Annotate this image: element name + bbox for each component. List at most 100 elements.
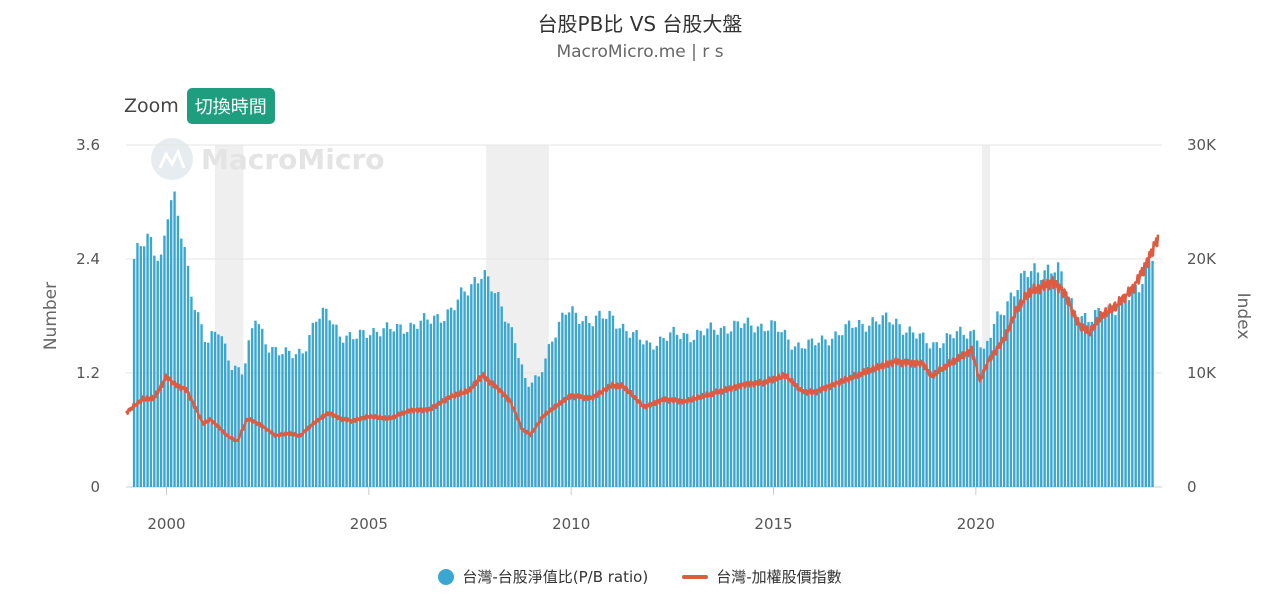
pb-ratio-bar [527, 386, 530, 487]
pb-ratio-bar [621, 323, 625, 487]
pb-ratio-bar [1114, 315, 1117, 487]
pb-ratio-bar [422, 313, 426, 487]
pb-ratio-bar [1104, 314, 1107, 487]
pb-ratio-bar [348, 332, 352, 487]
pb-ratio-bar [429, 323, 433, 487]
pb-ratio-bar [790, 349, 793, 487]
pb-ratio-bar [949, 334, 952, 487]
pb-ratio-bar [1013, 296, 1016, 487]
pb-ratio-bar [325, 308, 328, 487]
pb-ratio-bar [1097, 307, 1100, 487]
right-axis-tick: 10K [1187, 364, 1217, 382]
pb-ratio-bar [581, 321, 584, 487]
pb-ratio-bar [692, 339, 696, 487]
pb-ratio-bar [311, 322, 315, 487]
pb-ratio-bar [318, 318, 321, 487]
pb-ratio-bar [281, 354, 284, 487]
pb-ratio-bar [588, 323, 591, 487]
pb-ratio-bar [908, 326, 911, 487]
pb-ratio-bar [220, 336, 223, 487]
pb-ratio-bar [537, 376, 540, 487]
pb-ratio-bar [972, 329, 976, 487]
pb-ratio-bar [1019, 273, 1023, 487]
pb-ratio-bar [841, 335, 844, 487]
pb-ratio-bar [284, 347, 288, 487]
pb-ratio-bar [763, 331, 766, 487]
pb-ratio-bar [756, 326, 760, 487]
pb-ratio-bar [507, 323, 510, 487]
pb-ratio-bar [1023, 270, 1026, 487]
pb-ratio-bar [426, 319, 429, 487]
pb-ratio-bar [992, 323, 996, 487]
pb-ratio-bar [261, 328, 264, 487]
x-axis-tick: 2000 [147, 515, 185, 533]
pb-ratio-bar [689, 342, 692, 487]
pb-ratio-bar [143, 246, 146, 487]
index-line [124, 234, 1160, 443]
legend-item-index[interactable]: 台灣-加權股價指數 [682, 566, 842, 587]
pb-ratio-bar [901, 334, 905, 487]
pb-ratio-bar [820, 335, 824, 487]
pb-ratio-bar [810, 338, 814, 487]
pb-ratio-bar [702, 335, 706, 487]
pb-ratio-bar [267, 352, 271, 487]
pb-ratio-bar [294, 354, 298, 487]
pb-ratio-bar [419, 320, 422, 487]
pb-ratio-bar [375, 331, 379, 487]
pb-ratio-bar [955, 331, 959, 487]
pb-ratio-bar [864, 331, 868, 487]
pb-ratio-bar [837, 335, 841, 487]
pb-ratio-bar [962, 334, 965, 487]
pb-ratio-bar [341, 342, 345, 487]
pb-ratio-bar [648, 342, 652, 487]
pb-ratio-bar [169, 200, 173, 487]
pb-ratio-bar [1060, 271, 1063, 487]
pb-ratio-bar [982, 348, 986, 487]
pb-ratio-bar [911, 332, 915, 487]
pb-ratio-bar [402, 333, 406, 487]
legend-item-pb-ratio[interactable]: 台灣-台股淨值比(P/B ratio) [438, 566, 648, 587]
pb-ratio-bar [638, 339, 642, 487]
pb-ratio-bar [1127, 300, 1131, 487]
pb-ratio-bar [884, 312, 888, 487]
pb-ratio-bar [783, 329, 787, 487]
pb-ratio-bar [1110, 309, 1114, 487]
pb-ratio-bar [733, 320, 736, 487]
pb-ratio-bar [257, 324, 261, 487]
pb-ratio-bar [655, 345, 659, 487]
pb-ratio-bar [399, 324, 402, 487]
pb-ratio-bar [642, 344, 645, 487]
pb-ratio-bar [594, 315, 598, 487]
pb-ratio-bar [918, 333, 922, 487]
pb-ratio-bar [706, 328, 709, 487]
shaded-period-2 [981, 145, 991, 487]
pb-ratio-bar [935, 342, 938, 487]
pb-ratio-bar [898, 324, 901, 487]
pb-ratio-bar [672, 326, 675, 487]
pb-ratio-bar [1050, 273, 1053, 487]
pb-ratio-bar [271, 346, 274, 487]
pb-ratio-bar [891, 324, 895, 487]
pb-ratio-bar [547, 344, 551, 487]
pb-ratio-bar [965, 338, 969, 487]
pb-ratio-bar [824, 339, 827, 487]
pb-ratio-bar [1043, 270, 1046, 487]
pb-ratio-bar [274, 347, 277, 487]
pb-ratio-bar [696, 329, 699, 487]
pb-ratio-bar [989, 337, 992, 487]
pb-ratio-bar [750, 325, 753, 487]
pb-ratio-bar [264, 344, 267, 487]
pb-ratio-bar [365, 337, 368, 487]
legend-pb-ratio-label: 台灣-台股淨值比(P/B ratio) [462, 568, 649, 586]
pb-ratio-bar [878, 324, 881, 487]
pb-ratio-bar [591, 326, 594, 487]
watermark-text: MacroMicro [201, 143, 385, 176]
pb-ratio-bar [658, 336, 662, 487]
pb-ratio-bar [807, 339, 810, 487]
pb-ratio-bar [213, 331, 217, 487]
pb-ratio-bar [163, 235, 166, 487]
pb-ratio-bar [1121, 295, 1124, 487]
switch-time-button[interactable]: 切換時間 [186, 88, 275, 124]
pb-ratio-bar [793, 346, 797, 487]
pb-ratio-bar [190, 296, 193, 487]
